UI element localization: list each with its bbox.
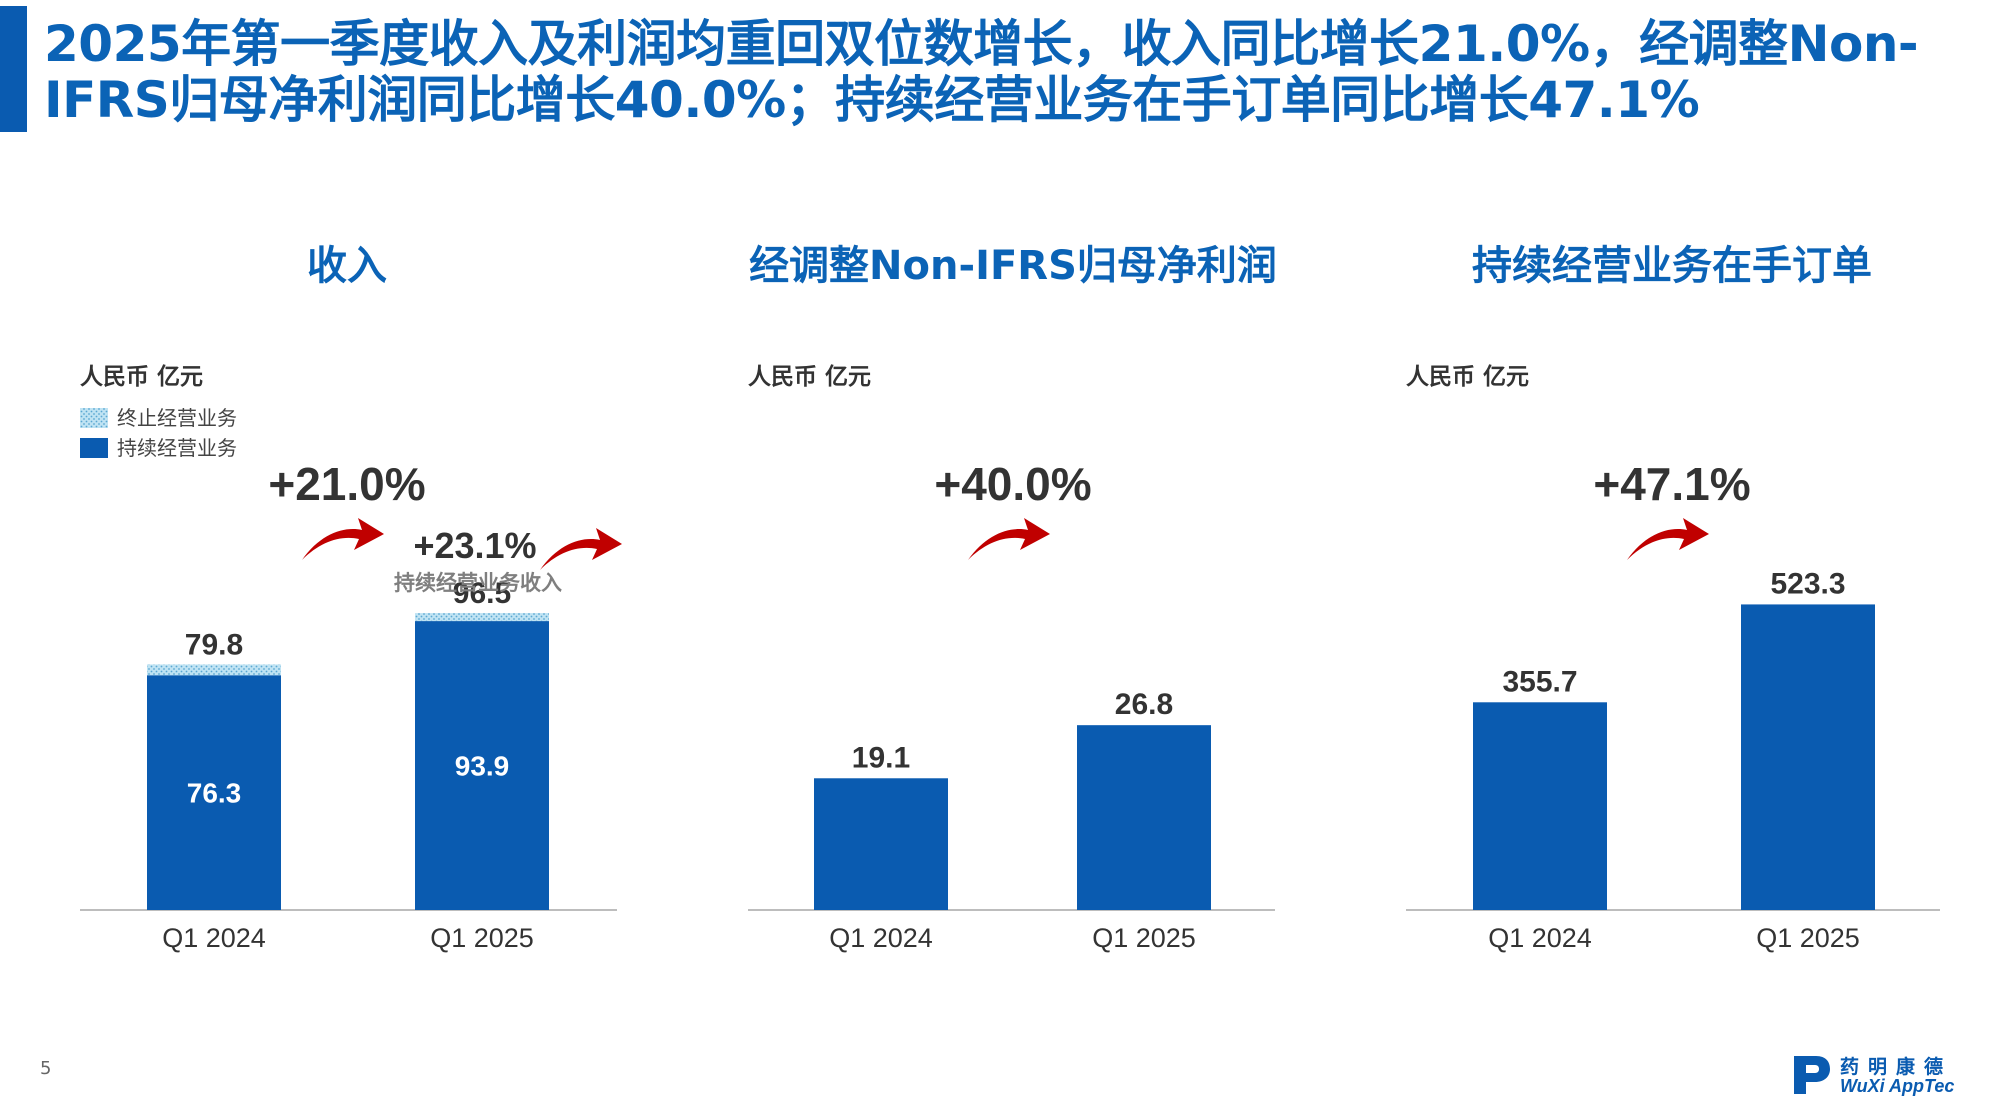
chart3-growth-arrow-icon: [1627, 518, 1709, 560]
chart1-bar-continuing-1: [147, 675, 281, 910]
logo-chinese-text: 药明康德: [1840, 1056, 1953, 1078]
chart2-x-tick-1: Q1 2024: [829, 923, 933, 953]
chart1-sub-growth-label: +23.1%: [413, 525, 536, 566]
chart3-value-label-2: 523.3: [1770, 567, 1845, 600]
chart3-value-label-1: 355.7: [1502, 665, 1577, 698]
legend-discontinued-swatch: [80, 408, 108, 428]
chart3-growth-label: +47.1%: [1593, 458, 1750, 510]
chart1-sub-growth-caption: 持续经营业务收入: [394, 571, 562, 595]
legend-continuing-swatch: [80, 438, 108, 458]
chart1-bar-continuing-2: [415, 621, 549, 910]
chart3-unit-label: 人民币 亿元: [1406, 364, 1529, 390]
chart1-title: 收入: [307, 243, 387, 289]
title-accent-bar: [0, 6, 27, 132]
chart3-bar-2: [1741, 604, 1875, 910]
chart2-value-label-2: 26.8: [1115, 688, 1173, 721]
chart1-sub-growth-arrow-icon: [540, 528, 622, 570]
chart1-bar-discontinued-2: [415, 613, 549, 622]
chart1-growth-label: +21.0%: [268, 458, 425, 510]
chart1-x-tick-2: Q1 2025: [430, 923, 534, 953]
chart1-x-tick-1: Q1 2024: [162, 923, 266, 953]
logo-mark-icon: [1794, 1056, 1830, 1094]
chart1-inner-label-2: 93.9: [455, 751, 510, 782]
logo-english-text: WuXi AppTec: [1840, 1076, 1955, 1096]
chart2-growth-arrow-icon: [968, 518, 1050, 560]
chart1-total-label-1: 79.8: [185, 628, 243, 661]
chart2-value-label-1: 19.1: [852, 741, 910, 774]
chart1-total-label-2: 96.5: [453, 577, 511, 610]
chart3-x-tick-2: Q1 2025: [1756, 923, 1860, 953]
legend-discontinued-label: 终止经营业务: [117, 406, 237, 430]
chart2-x-tick-2: Q1 2025: [1092, 923, 1196, 953]
chart1-inner-label-1: 76.3: [187, 778, 242, 809]
chart2-growth-label: +40.0%: [934, 458, 1091, 510]
chart2-bar-2: [1077, 725, 1211, 910]
page-number: 5: [40, 1058, 52, 1079]
company-logo: 药明康德 WuXi AppTec: [1790, 1052, 1980, 1100]
slide-title: 2025年第一季度收入及利润均重回双位数增长，收入同比增长21.0%，经调整No…: [44, 16, 1984, 128]
chart3-bar-1: [1473, 702, 1607, 910]
chart2-bar-1: [814, 778, 948, 910]
legend-continuing-label: 持续经营业务: [117, 436, 237, 460]
chart3-x-tick-1: Q1 2024: [1488, 923, 1592, 953]
chart2-title: 经调整Non-IFRS归母净利润: [749, 243, 1277, 289]
chart1-bar-discontinued-1: [147, 664, 281, 676]
slide-title-line-2: IFRS归母净利润同比增长40.0%；持续经营业务在手订单同比增长47.1%: [44, 71, 1700, 129]
chart1-growth-arrow-icon: [302, 518, 384, 560]
chart3-title: 持续经营业务在手订单: [1472, 243, 1872, 289]
chart1-unit-label: 人民币 亿元: [80, 364, 203, 390]
slide-title-line-1: 2025年第一季度收入及利润均重回双位数增长，收入同比增长21.0%，经调整No…: [44, 15, 1919, 73]
chart2-unit-label: 人民币 亿元: [748, 364, 871, 390]
